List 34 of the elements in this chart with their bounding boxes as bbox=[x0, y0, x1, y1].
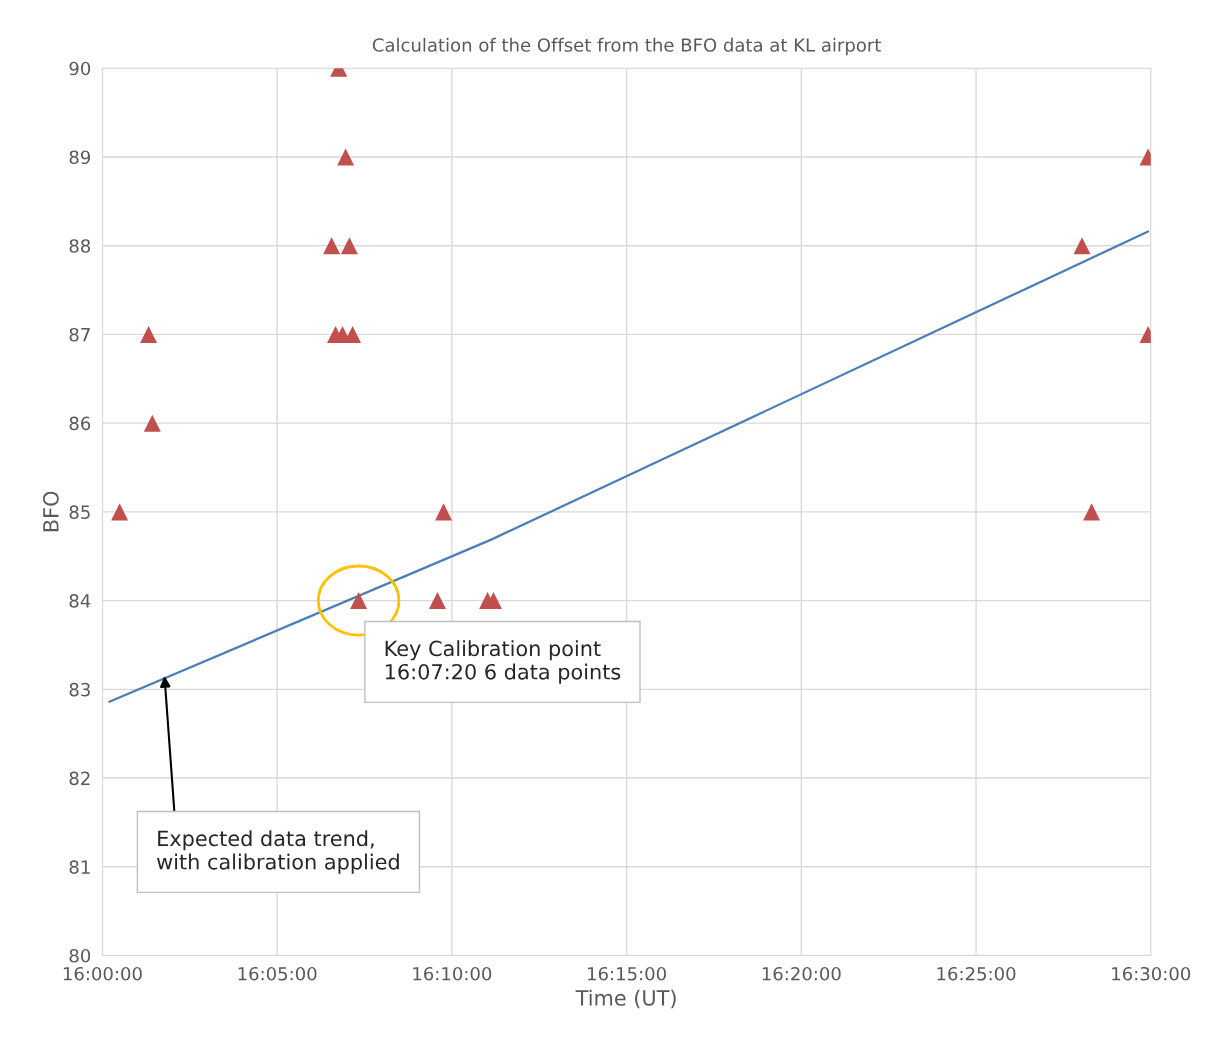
y-tick-label: 87 bbox=[69, 327, 90, 342]
point bbox=[435, 503, 453, 521]
y-tick-label: 84 bbox=[69, 594, 91, 608]
point bbox=[350, 592, 368, 610]
y-tick-label: 82 bbox=[69, 771, 90, 786]
point bbox=[428, 592, 446, 610]
x-axis-title: Time (UT) bbox=[575, 989, 676, 1009]
x-tick-label: 16:00:00 bbox=[63, 966, 142, 981]
y-tick-label: 81 bbox=[69, 860, 90, 874]
x-tick-label: 16:15:00 bbox=[588, 966, 666, 981]
y-axis-title: BFO bbox=[42, 491, 59, 532]
x-tick-label: 16:30:00 bbox=[1112, 966, 1191, 981]
y-tick-label: 89 bbox=[69, 150, 91, 165]
point bbox=[340, 237, 358, 255]
point bbox=[1083, 503, 1101, 521]
annotation: Expected data trend, with calibration applied bbox=[157, 830, 399, 874]
point bbox=[337, 148, 355, 166]
annotation: Key Calibration point 16:07:20 6 data points bbox=[385, 640, 621, 684]
x-tick-label: 16:20:00 bbox=[762, 966, 841, 981]
y-tick-label: 88 bbox=[69, 239, 91, 253]
point bbox=[1073, 237, 1091, 255]
point bbox=[111, 503, 129, 521]
y-tick-label: 85 bbox=[69, 505, 90, 519]
y-tick-label: 90 bbox=[69, 61, 91, 76]
point bbox=[323, 237, 341, 255]
y-tick-label: 80 bbox=[69, 948, 91, 963]
x-tick-label: 16:10:00 bbox=[413, 966, 492, 981]
y-tick-label: 86 bbox=[69, 416, 91, 431]
x-tick-label: 16:25:00 bbox=[937, 966, 1016, 981]
point bbox=[140, 325, 158, 343]
point bbox=[143, 414, 161, 432]
y-tick-label: 83 bbox=[69, 682, 90, 697]
chart-title: Calculation of the Offset from the BFO data at KL airport bbox=[372, 37, 881, 56]
x-tick-label: 16:05:00 bbox=[238, 966, 317, 981]
